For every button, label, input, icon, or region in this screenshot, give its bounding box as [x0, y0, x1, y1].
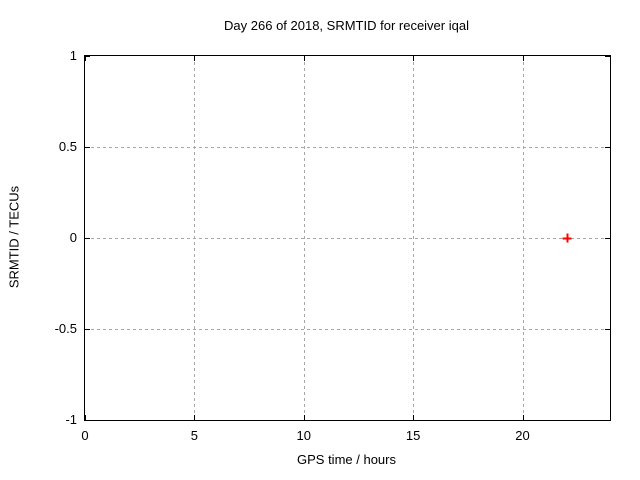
y-tick-mark-right	[605, 238, 610, 239]
x-tick-mark-top	[413, 56, 415, 61]
y-axis-label: SRMTID / TECUs	[6, 185, 22, 289]
x-tick-label: 10	[296, 428, 311, 443]
x-tick-mark-top	[194, 56, 196, 61]
chart-title: Day 266 of 2018, SRMTID for receiver iqa…	[224, 18, 469, 33]
x-tick-mark-top	[303, 56, 305, 61]
x-axis-label: GPS time / hours	[297, 452, 396, 467]
y-tick-label: -1	[65, 412, 77, 428]
x-tick-label: 15	[405, 428, 421, 443]
x-tick-mark-top	[85, 56, 86, 61]
x-tick-mark-bottom	[522, 415, 524, 420]
y-tick-mark-left	[85, 420, 90, 421]
y-tick-label: 0.5	[58, 139, 77, 155]
x-tick-mark-bottom	[194, 415, 196, 420]
x-tick-mark-bottom	[303, 415, 305, 420]
x-tick-label: 5	[190, 428, 198, 443]
y-tick-mark-right	[605, 147, 610, 148]
data-point-marker	[562, 233, 572, 243]
y-tick-mark-left	[85, 56, 90, 57]
x-tick-label: 0	[81, 428, 89, 443]
y-gridline	[85, 329, 610, 330]
y-tick-mark-left	[85, 329, 90, 330]
plot-area: 0 5 10 15 20 -1 -0.5 0 0.5 1	[55, 48, 611, 443]
x-tick-mark-bottom	[85, 415, 86, 420]
y-gridline	[85, 238, 610, 239]
y-tick-mark-right	[605, 56, 610, 57]
y-gridline	[85, 147, 610, 148]
y-tick-mark-left	[85, 147, 90, 148]
y-tick-label: -0.5	[54, 321, 77, 337]
x-tick-label: 20	[515, 428, 530, 443]
y-tick-mark-left	[85, 238, 90, 239]
y-tick-label: 1	[69, 48, 77, 64]
x-tick-mark-top	[522, 56, 524, 61]
y-tick-mark-right	[605, 420, 610, 421]
x-tick-mark-bottom	[413, 415, 415, 420]
y-tick-mark-right	[605, 329, 610, 330]
y-tick-label: 0	[69, 230, 77, 246]
